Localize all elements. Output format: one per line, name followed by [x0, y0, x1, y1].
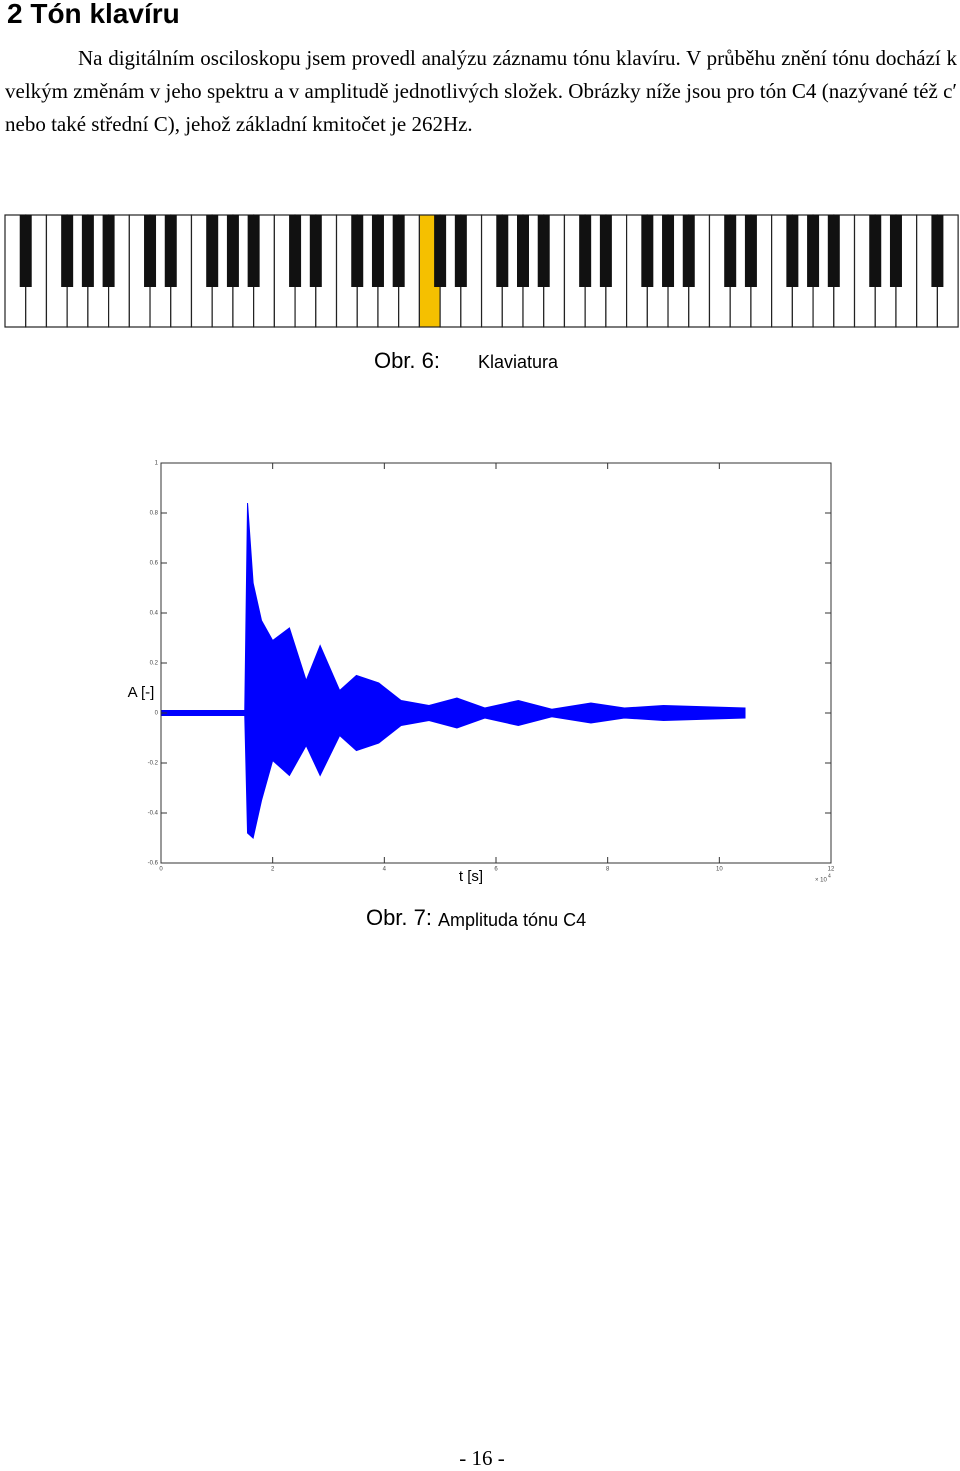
black-key — [517, 215, 529, 287]
black-key — [786, 215, 799, 287]
x-tick-label: 12 — [828, 867, 835, 873]
black-key — [371, 215, 384, 287]
x-tick-label: 8 — [606, 867, 610, 873]
x-tick-label: 10 — [716, 867, 723, 873]
black-key — [889, 215, 902, 287]
black-key — [102, 215, 115, 287]
black-key — [724, 215, 737, 287]
x-tick-label: 6 — [494, 867, 498, 873]
black-key — [164, 215, 177, 287]
amplitude-envelope — [160, 502, 746, 714]
y-tick-label: 1 — [155, 461, 159, 467]
figures: Obr. 6: Klaviatura 1 0.8 0.6 0.4 0.2 0 -0.2 -0.… — [4, 214, 959, 930]
y-tick-label: -0.2 — [148, 761, 159, 767]
black-key — [247, 215, 260, 287]
figure-caption: Amplituda tónu C4 — [438, 910, 586, 930]
x-scale-label: × 10 — [815, 878, 828, 884]
black-key — [682, 215, 695, 287]
chart: 10.80.60.40.20-0.2-0.4-0.60 2 4 6 8 10 12A [-]… — [128, 461, 835, 885]
black-key — [827, 215, 840, 287]
paragraph: Na digitálním osciloskopu jsem provedl a… — [5, 46, 957, 136]
black-key — [309, 215, 322, 287]
y-tick-label: -0.6 — [148, 861, 159, 867]
page-number: - 16 - — [459, 1446, 505, 1470]
black-key — [206, 215, 219, 287]
y-tick-label: 0.2 — [150, 661, 159, 667]
black-key — [807, 215, 820, 287]
figure-label: Obr. 6: — [374, 348, 440, 373]
heading: 2 Tón klavíru — [7, 0, 180, 29]
black-key — [392, 215, 405, 287]
black-key — [599, 215, 612, 287]
y-tick-label: 0.8 — [150, 511, 159, 517]
y-tick-label: -0.4 — [148, 811, 159, 817]
black-key — [869, 215, 882, 287]
black-key — [226, 215, 239, 287]
black-key — [744, 215, 757, 287]
x-tick-label: 2 — [271, 867, 275, 873]
black-key — [81, 215, 94, 287]
amplitude-envelope — [160, 712, 746, 839]
black-key — [144, 215, 157, 287]
x-axis-label: t [s] — [459, 868, 483, 885]
black-key — [434, 215, 447, 287]
black-key — [61, 215, 74, 287]
black-key — [579, 215, 592, 287]
black-key — [537, 215, 550, 287]
figure-label: Obr. 7: — [366, 905, 432, 930]
black-key — [496, 215, 509, 287]
figure-caption: Klaviatura — [478, 352, 559, 372]
y-tick-label: 0.4 — [150, 611, 159, 617]
black-key — [662, 215, 675, 287]
keyboard — [4, 214, 959, 328]
black-key — [289, 215, 302, 287]
x-scale-exponent: 4 — [828, 873, 831, 879]
black-key — [641, 215, 654, 287]
y-tick-label: 0 — [155, 711, 159, 717]
black-key — [19, 215, 32, 287]
x-tick-label: 4 — [383, 867, 387, 873]
black-key — [351, 215, 364, 287]
x-tick-label: 0 — [159, 867, 163, 873]
y-tick-label: 0.6 — [150, 561, 159, 567]
black-key — [931, 215, 944, 287]
y-axis-label: A [-] — [128, 684, 155, 701]
black-key — [454, 215, 467, 287]
